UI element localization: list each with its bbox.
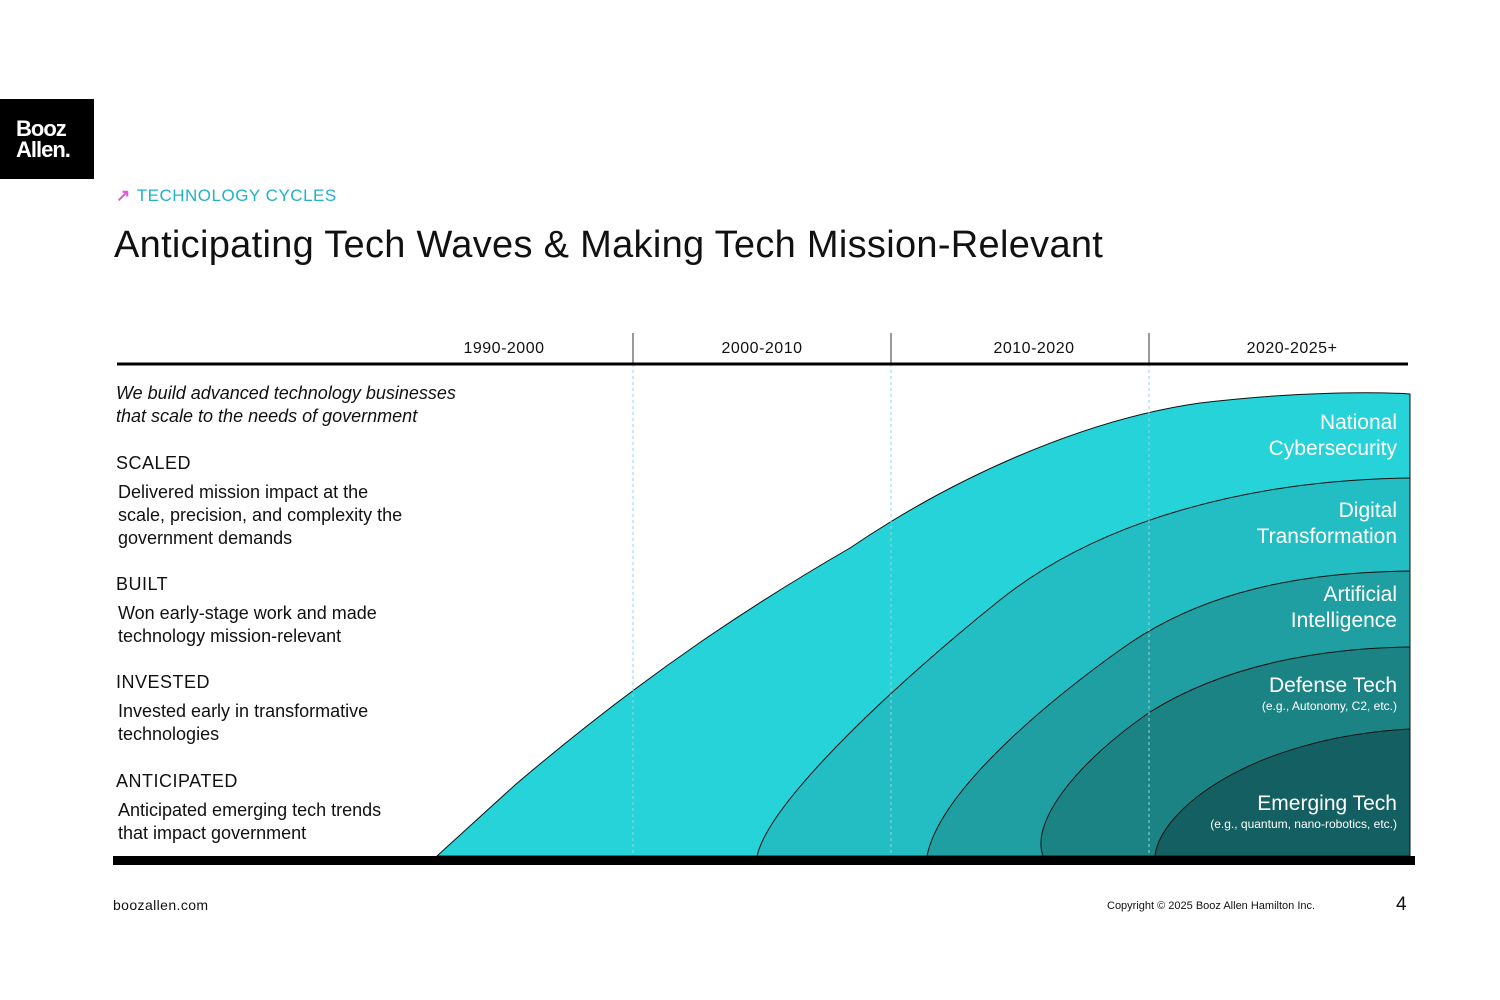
wave-label-defense: Defense Tech (e.g., Autonomy, C2, etc.) bbox=[1262, 673, 1397, 713]
baseline-bar bbox=[113, 856, 1415, 865]
wave-title: Defense Tech bbox=[1268, 674, 1397, 697]
period-2020-2025: 2020-2025+ bbox=[1246, 340, 1338, 357]
period-2010-2020: 2010-2020 bbox=[993, 340, 1075, 357]
intro-text: We build advanced technology businesses t… bbox=[116, 382, 456, 428]
stage-text: Won early-stage work and made technology… bbox=[118, 603, 377, 646]
stage-anticipated: ANTICIPATED Anticipated emerging tech tre… bbox=[116, 770, 416, 845]
stage-scaled: SCALED Delivered mission impact at the sc… bbox=[116, 452, 416, 550]
wave-label-emerging: Emerging Tech (e.g., quantum, nano-roboti… bbox=[1210, 791, 1397, 831]
stage-heading: BUILT bbox=[116, 574, 169, 594]
footer-copyright: Copyright © 2025 Booz Allen Hamilton Inc… bbox=[1107, 900, 1316, 912]
page-number: 4 bbox=[1396, 894, 1407, 915]
arrow-up-right-icon: ↗ bbox=[116, 186, 131, 205]
stage-text: Delivered mission impact at the scale, p… bbox=[118, 482, 403, 548]
wave-title: Emerging Tech bbox=[1257, 792, 1397, 815]
period-2000-2010: 2000-2010 bbox=[721, 340, 803, 357]
intro-line2: that scale to the needs of government bbox=[116, 406, 418, 426]
wave-subtitle: (e.g., Autonomy, C2, etc.) bbox=[1261, 699, 1397, 713]
logo-line2: Allen. bbox=[16, 137, 71, 162]
wave-label-cyber: National Cybersecurity bbox=[1268, 411, 1397, 460]
intro-line1: We build advanced technology businesses bbox=[116, 383, 456, 403]
stage-built: BUILT Won early-stage work and made techn… bbox=[116, 573, 416, 648]
kicker-text: TECHNOLOGY CYCLES bbox=[136, 186, 337, 205]
stage-text: Invested early in transformative technol… bbox=[118, 701, 369, 744]
logo-line1: Booz bbox=[16, 116, 67, 141]
stage-invested: INVESTED Invested early in transformative… bbox=[116, 671, 416, 746]
wave-subtitle: (e.g., quantum, nano-robotics, etc.) bbox=[1210, 817, 1397, 831]
stage-heading: ANTICIPATED bbox=[116, 771, 238, 791]
wave-label-digital: Digital Transformation bbox=[1256, 499, 1397, 548]
stage-heading: SCALED bbox=[116, 453, 192, 473]
wave-emerging-tech bbox=[1154, 728, 1411, 857]
wave-label-ai: Artificial Intelligence bbox=[1290, 583, 1397, 632]
page-title: Anticipating Tech Waves & Making Tech Mi… bbox=[114, 224, 1104, 266]
stage-text: Anticipated emerging tech trends that im… bbox=[118, 800, 382, 843]
section-kicker: ↗ TECHNOLOGY CYCLES bbox=[116, 186, 337, 206]
footer-site-link[interactable]: boozallen.com bbox=[113, 897, 209, 913]
booz-allen-logo: Booz Allen. bbox=[0, 99, 94, 179]
period-1990-2000: 1990-2000 bbox=[463, 340, 545, 357]
stage-heading: INVESTED bbox=[116, 672, 211, 692]
